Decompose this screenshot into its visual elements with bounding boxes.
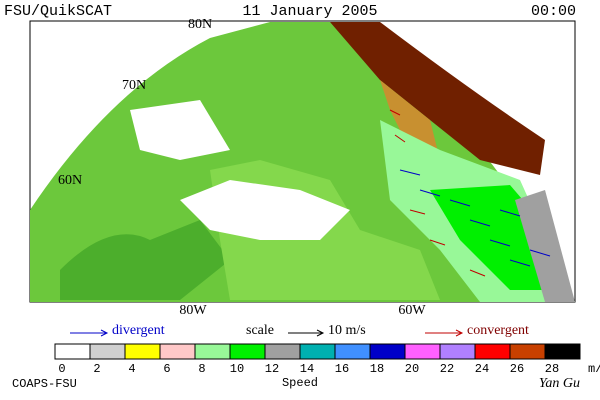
legend-divergent: divergent [112,323,165,338]
colorbar-tick-label: 16 [335,362,349,376]
header-center: 11 January 2005 [242,3,377,20]
ocean-wind [515,190,575,302]
wind-arrows [389,109,486,277]
color-swatch [229,343,266,360]
header-left: FSU/QuikSCAT [4,3,112,20]
water [130,100,230,160]
color-swatch [89,343,126,360]
color-swatch [474,343,511,360]
arrow-head [455,329,464,337]
color-swatch [369,343,406,360]
color-swatch [159,343,196,360]
colorbar-tick-label: 0 [58,362,65,376]
greenland-coast [380,80,440,160]
legend-convergent: convergent [467,323,529,338]
arrow-head [100,329,109,337]
colorbar-tick-label: 28 [545,362,559,376]
greenland [330,22,545,175]
colorbar-tick-label: 14 [300,362,314,376]
color-swatch [544,343,581,360]
legend-scale-value: 10 m/s [328,323,366,338]
footer-right: Yan Gu [539,376,580,391]
legend-scale: scale [246,323,274,338]
land [60,220,230,300]
colorbar-unit: m/s [588,362,600,376]
colorbar-label: Speed [282,376,318,390]
colorbar-tick-label: 24 [475,362,489,376]
header-right: 00:00 [531,3,576,20]
legend: divergent scale 10 m/s convergent [70,323,529,338]
colorbar-tick-label: 20 [405,362,419,376]
color-swatch [404,343,441,360]
lat-label: 60N [58,173,82,188]
color-swatch [439,343,476,360]
colorbar-tick-label: 18 [370,362,384,376]
colorbar-tick-label: 10 [230,362,244,376]
colorbar-tick-label: 8 [198,362,205,376]
footer-left: COAPS-FSU [12,377,77,391]
lon-label: 80W [179,303,207,318]
map: 80N 70N 60N 80W 60W [29,17,576,318]
color-swatch [299,343,336,360]
colorbar-tick-label: 12 [265,362,279,376]
colorbar-tick-label: 2 [93,362,100,376]
arrow-head [316,329,325,337]
lon-label: 60W [398,303,426,318]
lat-label: 80N [188,17,212,32]
colorbar-tick-label: 26 [510,362,524,376]
wind-arrows [399,169,551,267]
bay [180,180,350,240]
colorbar-tick-label: 22 [440,362,454,376]
colorbar-tick-label: 4 [128,362,135,376]
color-swatch [124,343,161,360]
lat-label: 70N [122,78,146,93]
color-swatch [54,343,91,360]
colorbar-tick-label: 6 [163,362,170,376]
color-swatch [509,343,546,360]
color-swatch [264,343,301,360]
color-swatch [194,343,231,360]
color-swatch [334,343,371,360]
